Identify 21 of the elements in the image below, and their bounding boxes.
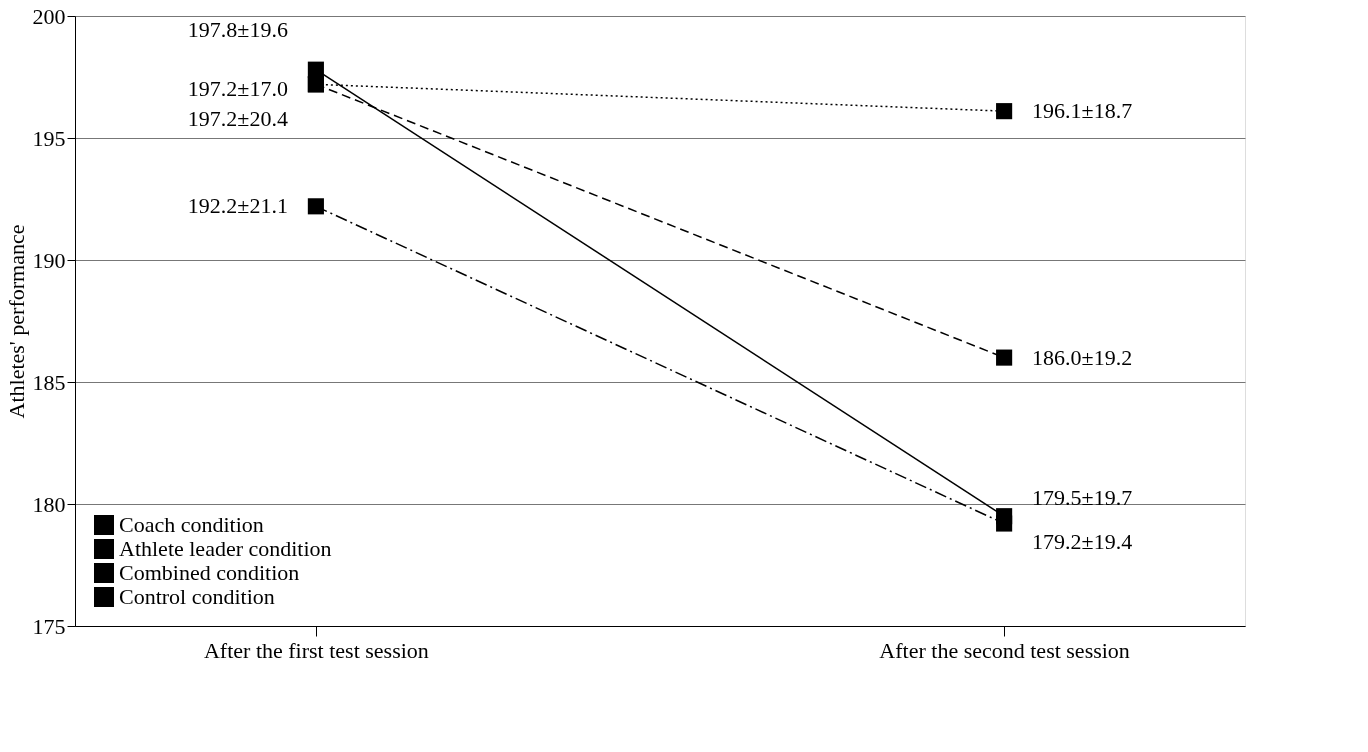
data-label: 197.8±19.6	[187, 16, 288, 42]
y-axis-title: Athletes' performance	[3, 224, 29, 419]
data-label: 179.5±19.7	[1032, 484, 1133, 510]
data-label: 197.2±17.0	[187, 76, 288, 102]
legend-label: Athlete leader condition	[119, 536, 332, 561]
legend-label: Control condition	[119, 584, 275, 609]
data-label: 186.0±19.2	[1032, 344, 1133, 370]
legend-label: Coach condition	[119, 512, 264, 537]
y-tick-label: 185	[32, 369, 66, 395]
data-label: 192.2±21.1	[187, 193, 288, 219]
y-tick-label: 190	[32, 247, 66, 273]
data-label: 196.1±18.7	[1032, 98, 1133, 124]
y-tick-label: 175	[32, 613, 66, 639]
data-label: 197.2±20.4	[187, 106, 288, 132]
x-tick-label: After the first test session	[203, 637, 429, 663]
y-tick-label: 195	[32, 125, 66, 151]
y-tick-label: 180	[32, 491, 66, 517]
legend-label: Combined condition	[119, 560, 300, 585]
data-label: 179.2±19.4	[1032, 529, 1133, 555]
x-tick-label: After the second test session	[879, 637, 1130, 663]
y-tick-label: 200	[32, 3, 66, 29]
